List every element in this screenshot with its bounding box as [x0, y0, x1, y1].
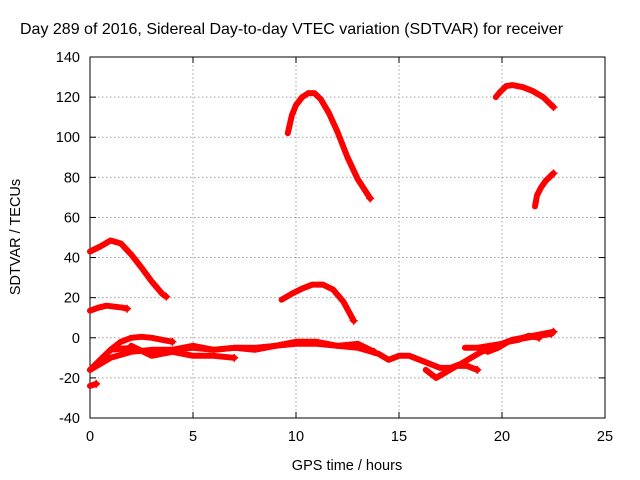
series-end-marker: [92, 379, 101, 388]
series-line: [284, 90, 374, 202]
y-tick-label: 60: [64, 210, 80, 226]
axis-ticks: 0 5 10 15 20 25 -40 -20 0 20 40 60 80 100 120 140: [56, 50, 613, 445]
y-tick-label: 40: [64, 251, 80, 267]
x-tick-label: 0: [86, 429, 94, 445]
series-end-marker: [549, 103, 558, 112]
series-line: [128, 342, 238, 361]
series-line: [532, 170, 557, 210]
y-axis-label: SDTVAR / TECUs: [8, 179, 24, 295]
x-tick-label: 15: [391, 429, 407, 445]
series-end-marker: [473, 365, 482, 374]
y-tick-label: -20: [59, 371, 80, 387]
series-line: [278, 281, 357, 324]
x-tick-label: 10: [288, 429, 304, 445]
series-end-marker: [230, 353, 239, 362]
y-tick-label: 20: [64, 291, 80, 307]
y-tick-label: 80: [64, 170, 80, 186]
series-end-marker: [370, 347, 379, 356]
series-end-marker: [547, 329, 556, 338]
y-tick-label: 120: [56, 90, 80, 106]
series-line: [484, 332, 543, 355]
x-axis-label: GPS time / hours: [292, 458, 402, 474]
x-tick-label: 25: [597, 429, 613, 445]
series-end-marker: [349, 316, 358, 325]
data-series: [87, 82, 558, 389]
series-end-marker: [535, 333, 544, 342]
series-line: [422, 362, 481, 381]
series-line: [87, 333, 176, 373]
series-end-marker: [549, 169, 558, 178]
series-end-marker: [123, 304, 132, 313]
y-tick-label: 100: [56, 130, 80, 146]
chart-title: Day 289 of 2016, Sidereal Day-to-day VTE…: [20, 21, 564, 38]
x-tick-label: 20: [494, 429, 510, 445]
series-end-marker: [366, 194, 375, 203]
y-tick-label: -40: [59, 411, 80, 427]
plot-frame: [89, 56, 606, 419]
series-end-marker: [168, 337, 177, 346]
series-line: [87, 302, 131, 314]
y-tick-label: 0: [72, 331, 80, 347]
series-end-marker: [162, 292, 171, 301]
y-tick-label: 140: [56, 50, 80, 66]
series-line: [492, 82, 557, 111]
series-line: [87, 237, 170, 300]
x-tick-label: 5: [189, 429, 197, 445]
grid: [90, 57, 605, 418]
